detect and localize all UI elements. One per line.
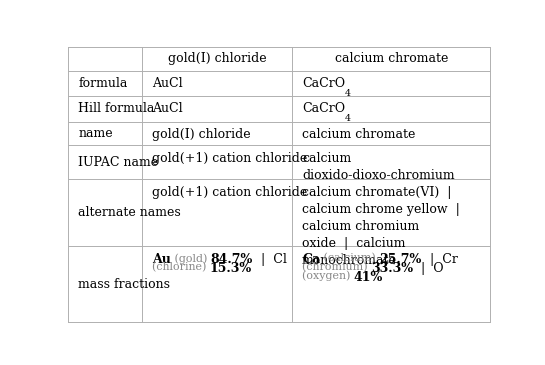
Text: AuCl: AuCl [152, 102, 183, 115]
Text: 41%: 41% [354, 271, 383, 284]
Text: name: name [78, 127, 113, 140]
Text: gold(I) chloride: gold(I) chloride [152, 128, 251, 142]
Text: mass fractions: mass fractions [78, 277, 170, 291]
Text: calcium chromate: calcium chromate [335, 52, 448, 65]
Text: 4: 4 [345, 114, 351, 123]
Text: IUPAC name: IUPAC name [78, 155, 159, 169]
Text: |  Cl: | Cl [253, 253, 287, 266]
Text: calcium
dioxido-dioxo-chromium: calcium dioxido-dioxo-chromium [302, 152, 455, 182]
Text: Au: Au [152, 253, 171, 266]
Text: |  Cr: | Cr [422, 253, 458, 266]
Text: Ca: Ca [302, 253, 320, 266]
Text: 15.3%: 15.3% [210, 262, 252, 275]
Text: gold(+1) cation chloride: gold(+1) cation chloride [152, 186, 307, 199]
Text: (oxygen): (oxygen) [302, 271, 354, 281]
Text: CaCrO: CaCrO [302, 102, 345, 115]
Text: formula: formula [78, 77, 128, 90]
Text: |  O: | O [413, 262, 444, 275]
Text: 4: 4 [345, 89, 351, 98]
Text: gold(+1) cation chloride: gold(+1) cation chloride [152, 152, 307, 165]
Text: calcium chromate: calcium chromate [302, 128, 415, 142]
Text: 84.7%: 84.7% [211, 253, 253, 266]
Text: CaCrO: CaCrO [302, 77, 345, 90]
Text: (calcium): (calcium) [320, 253, 379, 264]
Text: calcium chromate(VI)  |
calcium chrome yellow  |
calcium chromium
oxide  |  calc: calcium chromate(VI) | calcium chrome ye… [302, 186, 460, 267]
Text: alternate names: alternate names [78, 206, 181, 219]
Text: Hill formula: Hill formula [78, 102, 155, 115]
Text: gold(I) chloride: gold(I) chloride [168, 52, 267, 65]
Text: 33.3%: 33.3% [371, 262, 413, 275]
Text: (gold): (gold) [171, 253, 211, 264]
Text: AuCl: AuCl [152, 77, 183, 90]
Text: 25.7%: 25.7% [379, 253, 422, 266]
Text: (chromium): (chromium) [302, 262, 371, 272]
Text: (chlorine): (chlorine) [152, 262, 210, 272]
